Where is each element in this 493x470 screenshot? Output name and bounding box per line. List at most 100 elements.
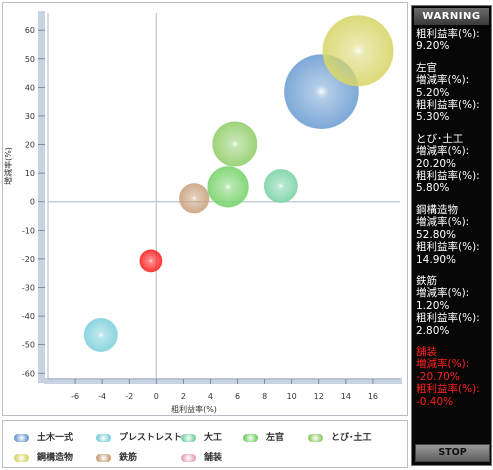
warning-line: 増減率(%): [416,216,470,229]
y-tick-label: 40 [25,83,35,92]
warning-line: 5.20% [416,86,450,99]
warning-line: 鋼構造物 [416,203,458,216]
legend-item[interactable]: 左官 [243,430,284,443]
bubble-5[interactable] [322,15,394,87]
warning-list[interactable]: 粗利益率(%): 9.20% 左官 増減率(%): 5.20% 粗利益率(%): 5.30%… [416,28,490,440]
warning-item: 鉄筋 増減率(%): 1.20% 粗利益率(%): 2.80% [416,275,490,337]
x-tick-label: 16 [368,392,378,401]
legend-swatch [96,453,111,462]
warning-line: 粗利益率(%): [416,241,480,254]
warning-line: 20.20% [416,157,457,170]
legend-label: 鋼構造物 [37,453,74,463]
warning-line: 1.20% [416,299,450,312]
legend-label: 土木一式 [37,433,74,443]
legend-item[interactable]: 舗装 [181,450,222,463]
warning-line: 増減率(%): [416,287,470,300]
legend-swatch [96,433,111,442]
legend-label: 鉄筋 [119,453,138,463]
warning-line: 粗利益率(%): [416,312,480,325]
x-tick-label: 8 [262,392,267,401]
bubble-4[interactable] [212,121,258,167]
warning-item: とび･土工 増減率(%): 20.20% 粗利益率(%): 5.80% [416,133,490,195]
warning-item: 左官 増減率(%): 5.20% 粗利益率(%): 5.30% [416,62,490,124]
x-tick-label: -6 [71,392,79,401]
legend-swatch [181,433,196,442]
warning-line: -0.40% [416,395,454,408]
legend-label: プレストレスト [119,433,183,443]
x-tick-label: 14 [341,392,351,401]
warning-line: 増減率(%): [416,145,470,158]
legend-item[interactable]: 大工 [181,430,222,443]
x-tick-label: -2 [125,392,133,401]
warning-line: 増減率(%): [416,358,470,371]
x-tick-label: 4 [208,392,213,401]
y-tick-label: -20 [22,255,35,264]
stop-button[interactable]: STOP [415,444,490,462]
warning-line: 2.80% [416,324,450,337]
warning-line: 5.30% [416,111,450,124]
y-tick-label: -10 [22,226,35,235]
y-tick-label: 20 [25,141,35,150]
legend-swatch [181,453,196,462]
y-tick-label: 30 [25,112,35,121]
legend-swatch [14,433,29,442]
warning-line: とび･土工 [416,132,464,145]
bubble-3[interactable] [207,166,249,208]
x-axis-label: 粗利益率(%) [171,404,217,414]
warning-line: 粗利益率(%): [416,170,480,183]
legend-item[interactable]: 鋼構造物 [14,450,73,463]
bubble-6[interactable] [179,183,210,214]
warning-line: 9.20% [416,40,450,53]
warning-panel: WARNING 粗利益率(%): 9.20% 左官 増減率(%): 5.20% 粗利益率(… [411,5,492,466]
legend-label: とび･土工 [331,433,372,443]
y-tick-label: 0 [30,198,35,207]
warning-title: WARNING [414,8,489,25]
legend-item[interactable]: 鉄筋 [96,450,137,463]
warning-line: 増減率(%): [416,74,470,87]
x-tick-label: 2 [181,392,186,401]
warning-item: 粗利益率(%): 9.20% [416,28,490,53]
y-tick-label: -40 [22,312,35,321]
bubble-7[interactable] [139,249,163,273]
x-tick-label: 0 [154,392,159,401]
x-tick-label: 10 [287,392,297,401]
legend-swatch [243,433,258,442]
warning-line: -20.70% [416,370,460,383]
bubble-2[interactable] [263,168,298,204]
y-axis-bar [38,11,45,383]
chart-legend: 土木一式 プレストレスト 大工 左官 とび･土工鋼構造物 鉄筋 舗装 [2,420,408,468]
legend-item[interactable]: プレストレスト [96,430,182,443]
x-tick-label: 6 [235,392,240,401]
legend-label: 舗装 [204,453,223,463]
legend-label: 左官 [266,433,285,443]
chart-frame: 60 50 40 30 20 10 0 -10 -20 -30 -40 -50 -60 -6 -4 -2 0 2 4… [2,2,408,416]
warning-line: 舗装 [416,345,437,358]
warning-line: 粗利益率(%): [416,28,480,40]
y-axis-label: 増減率(%) [3,147,13,185]
legend-item[interactable]: 土木一式 [14,430,73,443]
y-tick-label: 60 [25,26,35,35]
y-tick-label: -60 [22,369,35,378]
y-tick-label: 10 [25,169,35,178]
warning-item: 鋼構造物 増減率(%): 52.80% 粗利益率(%): 14.90% [416,204,490,266]
warning-line: 左官 [416,61,437,74]
warning-item: 舗装 増減率(%): -20.70% 粗利益率(%): -0.40% [416,346,490,408]
warning-line: 粗利益率(%): [416,99,480,112]
legend-swatch [14,453,29,462]
y-tick-label: 50 [25,55,35,64]
x-tick-label: 12 [314,392,324,401]
warning-line: 5.80% [416,182,450,195]
bubble-1[interactable] [83,317,118,353]
x-tick-label: -4 [98,392,106,401]
legend-label: 大工 [204,433,223,443]
warning-line: 52.80% [416,228,457,241]
y-tick-label: -50 [22,341,35,350]
legend-swatch [308,433,323,442]
warning-line: 粗利益率(%): [416,383,480,396]
legend-item[interactable]: とび･土工 [308,430,372,443]
x-axis-bar [44,378,402,384]
warning-line: 鉄筋 [416,274,437,287]
warning-line: 14.90% [416,253,457,266]
y-tick-label: -30 [22,284,35,293]
